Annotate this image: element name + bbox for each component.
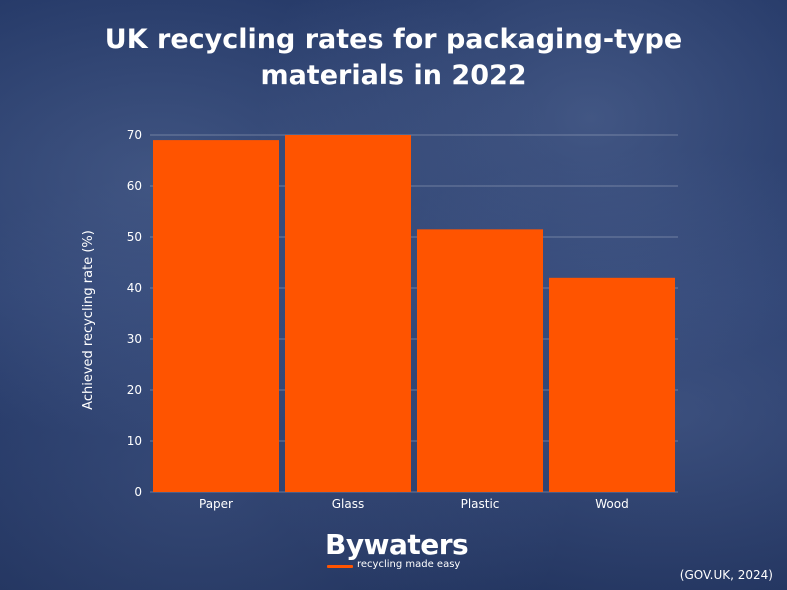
y-tick-label: 40 (127, 281, 142, 295)
y-tick-label: 0 (134, 485, 142, 499)
bar-glass (285, 135, 411, 492)
bywaters-logo: Bywaters recycling made easy (325, 528, 469, 571)
x-tick-label-glass: Glass (332, 497, 365, 511)
y-tick-label: 70 (127, 128, 142, 142)
x-tick-label-wood: Wood (595, 497, 628, 511)
y-tick-label: 30 (127, 332, 142, 346)
chart-title-line-2: materials in 2022 (260, 60, 527, 91)
y-tick-label: 10 (127, 434, 142, 448)
y-axis-ticks: 0 10 20 30 40 50 60 70 (127, 128, 142, 499)
y-tick-label: 20 (127, 383, 142, 397)
chart-title: UK recycling rates for packaging-type ma… (0, 22, 787, 94)
bar-paper (153, 140, 279, 492)
y-axis-label: Achieved recycling rate (%) (81, 230, 96, 410)
logo-tagline: recycling made easy (357, 559, 461, 570)
x-tick-label-plastic: Plastic (461, 497, 500, 511)
source-citation: (GOV.UK, 2024) (679, 568, 773, 582)
x-axis-labels: Paper Glass Plastic Wood (199, 497, 629, 511)
bars (153, 135, 675, 492)
y-tick-label: 50 (127, 230, 142, 244)
bar-plastic (417, 229, 543, 492)
x-tick-label-paper: Paper (199, 497, 233, 511)
chart-title-line-1: UK recycling rates for packaging-type (104, 24, 683, 55)
bar-wood (549, 277, 675, 492)
y-tick-label: 60 (127, 179, 142, 193)
logo-accent-bar (327, 565, 353, 568)
logo-name: Bywaters (325, 528, 469, 561)
